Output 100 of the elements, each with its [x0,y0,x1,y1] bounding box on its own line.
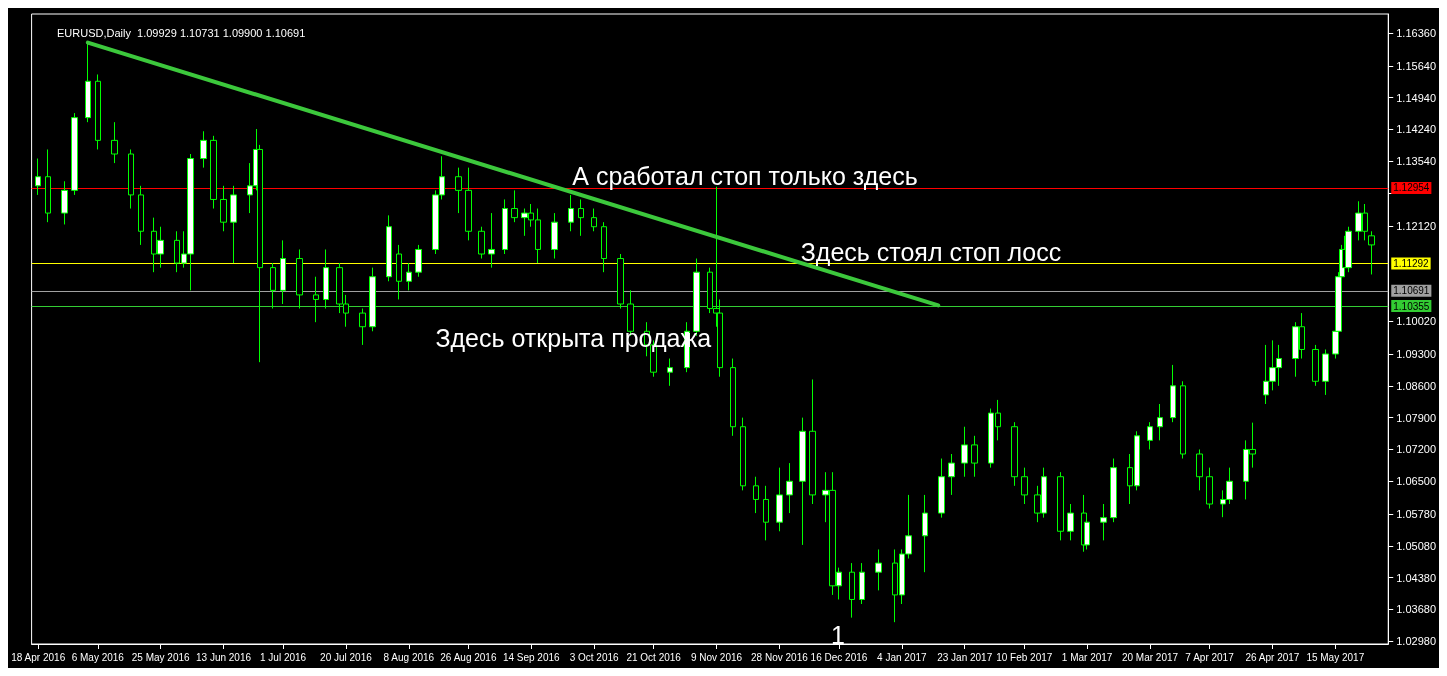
candlestick [1100,503,1107,541]
candlestick [667,358,673,387]
candlestick [591,208,597,232]
candlestick [849,562,855,619]
x-tick-label: 7 Apr 2017 [1185,651,1235,663]
candlestick [1206,467,1213,510]
candlestick [61,180,68,225]
y-tick-label: 1.10020 [1396,315,1436,328]
candlestick [210,135,217,210]
candlestick [230,185,237,264]
candlestick [971,435,978,478]
y-tick-label: 1.09300 [1396,348,1436,360]
ref-line-label: 1.11292 [1393,257,1430,269]
x-tick-label: 14 Sep 2016 [502,651,561,663]
candlestick [396,244,402,300]
candlestick [270,262,276,310]
candlestick [369,267,376,332]
candlestick [786,462,793,514]
candlestick [601,221,607,273]
candlestick [753,476,759,514]
candlestick [1312,344,1319,387]
candlestick [71,112,78,196]
x-tick-label: 21 Oct 2016 [626,651,682,663]
x-tick-label: 23 Jan 2017 [937,651,993,663]
candlestick [1147,421,1153,450]
x-tick-label: 6 May 2016 [71,651,125,663]
ref-line-label: 1.10691 [1393,285,1430,297]
x-tick-label: 4 Jan 2017 [877,651,928,663]
y-tick-label: 1.02980 [1396,635,1436,648]
y-tick-label: 1.14940 [1396,91,1436,104]
annotation: Здесь стоял стоп лосс [800,238,1062,267]
x-tick-label: 16 Dec 2016 [810,651,868,663]
x-tick-label: 26 Aug 2016 [440,651,497,663]
candlestick [763,485,769,541]
candlestick [1057,471,1064,541]
candlestick [138,185,144,246]
x-tick-label: 10 Feb 2017 [996,651,1053,663]
y-tick-label: 1.12120 [1396,219,1436,232]
y-tick-label: 1.16360 [1396,27,1436,40]
annotation: 1 [831,621,845,649]
candlestick [1345,226,1352,273]
candlestick [95,73,101,150]
y-tick-label: 1.13540 [1396,155,1436,168]
x-tick-label: 20 Mar 2017 [1121,651,1179,663]
x-tick-label: 28 Nov 2016 [751,651,809,663]
candlestick [111,121,118,164]
candlestick [938,458,945,519]
y-tick-label: 1.05080 [1396,539,1436,552]
y-tick-label: 1.03680 [1396,603,1436,616]
candlestick [740,417,746,491]
candlestick [1196,448,1203,491]
candlestick [128,148,134,210]
y-tick-label: 1.05780 [1396,508,1436,520]
candlestick [1322,348,1329,396]
candlestick [730,358,736,437]
candlestick [1157,403,1163,441]
candlestick [1011,421,1018,487]
candlestick [200,130,207,169]
candlestick [296,248,303,310]
candlestick [502,198,508,255]
candlestick [1368,230,1375,275]
x-tick-label: 15 May 2017 [1306,651,1365,663]
candlestick [922,494,928,573]
candlestick [1110,458,1117,523]
x-tick-label: 1 Jul 2016 [260,651,307,663]
candlestick [1180,380,1186,460]
x-tick-label: 20 Jul 2016 [320,651,373,663]
y-tick-label: 1.14240 [1396,123,1436,136]
candlestick [1021,467,1028,505]
x-tick-label: 13 Jun 2016 [195,651,252,663]
candlestick [799,417,806,546]
candlestick [465,167,472,241]
candlestick [488,212,495,269]
candlestick [406,262,412,291]
candlestick [617,253,624,310]
candlestick [45,148,51,223]
x-tick-label: 25 May 2016 [131,651,190,663]
candlestick [85,42,91,123]
candlestick [323,248,329,310]
y-tick-label: 1.06500 [1396,475,1436,488]
candlestick [948,453,955,496]
candlestick [578,198,584,237]
candlestick [280,239,286,305]
candlestick [961,426,968,478]
y-tick-label: 1.04380 [1396,571,1436,584]
candlestick [859,562,865,605]
candlestick [478,226,485,260]
y-tick-label: 1.15640 [1396,59,1436,72]
annotation: А сработал стоп только здесь [572,162,918,191]
ref-line-label: 1.12954 [1393,182,1430,194]
candlestick [875,548,882,591]
x-tick-label: 18 Apr 2016 [11,651,66,663]
candlestick [415,244,422,278]
x-tick-label: 1 Mar 2017 [1061,651,1113,663]
candlestick [511,189,518,223]
candlestick [809,378,816,505]
candlestick [455,167,462,214]
y-tick-label: 1.08600 [1396,379,1436,392]
x-tick-label: 8 Aug 2016 [383,651,435,663]
ref-line-label: 1.10355 [1393,300,1430,312]
